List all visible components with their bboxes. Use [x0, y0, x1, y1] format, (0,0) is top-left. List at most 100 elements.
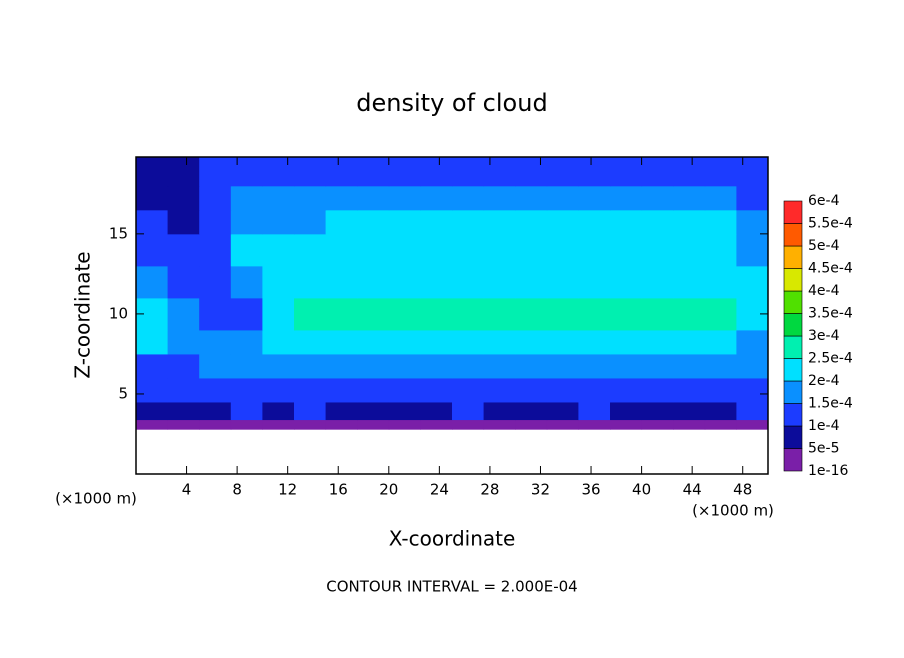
contour-cell	[325, 329, 358, 355]
contour-cell	[357, 185, 390, 211]
contour-cell	[515, 185, 548, 211]
contour-cell	[262, 377, 295, 403]
contour-cell	[483, 157, 516, 187]
contour-cell	[483, 233, 516, 267]
contour-cell	[199, 353, 232, 379]
colorbar-label: 5e-5	[808, 441, 839, 457]
contour-cell	[199, 401, 232, 421]
contour-cell	[388, 185, 421, 211]
contour-cell	[294, 419, 327, 430]
x-tick-label: 28	[480, 481, 499, 499]
x-unit: (×1000 m)	[692, 502, 774, 520]
contour-cell	[167, 157, 200, 187]
x-axis-label: X-coordinate	[389, 527, 516, 551]
contour-cell	[546, 157, 579, 187]
contour-cell	[578, 401, 611, 421]
contour-cell	[610, 419, 643, 430]
x-tick-label: 48	[733, 481, 752, 499]
contour-cell	[673, 401, 706, 421]
contour-cell	[420, 209, 453, 235]
contour-cell	[294, 353, 327, 379]
contour-cell	[452, 297, 485, 331]
contour-cell	[641, 265, 674, 299]
x-tick-label: 20	[379, 481, 398, 499]
contour-cell	[325, 233, 358, 267]
contour-cell	[483, 353, 516, 379]
contour-cell	[388, 157, 421, 187]
y-tick-label: 10	[109, 304, 128, 322]
contour-cell	[452, 377, 485, 403]
contour-cell	[199, 185, 232, 211]
contour-cell	[578, 419, 611, 430]
contour-cell	[420, 329, 453, 355]
contour-cell	[736, 157, 769, 187]
contour-cell	[515, 265, 548, 299]
contour-cell	[610, 233, 643, 267]
contour-cell	[136, 185, 169, 211]
contour-cell	[357, 419, 390, 430]
contour-cell	[515, 329, 548, 355]
contour-cell	[167, 419, 200, 430]
contour-cell	[262, 157, 295, 187]
contour-cell	[199, 233, 232, 267]
contour-cell	[704, 209, 737, 235]
contour-cell	[736, 185, 769, 211]
contour-cell	[262, 419, 295, 430]
contour-cell	[483, 185, 516, 211]
contour-cell	[199, 377, 232, 403]
contour-cell	[641, 297, 674, 331]
contour-cell	[199, 329, 232, 355]
contour-cell	[641, 233, 674, 267]
colorbar-label: 1e-16	[808, 463, 848, 479]
contour-cell	[167, 185, 200, 211]
y-tick-label: 5	[118, 384, 128, 402]
contour-cell	[136, 233, 169, 267]
contour-cell	[262, 185, 295, 211]
colorbar-box	[783, 448, 803, 472]
contour-cell	[230, 157, 263, 187]
contour-cell	[452, 209, 485, 235]
contour-cell	[515, 233, 548, 267]
contour-cell	[673, 185, 706, 211]
contour-cell	[546, 353, 579, 379]
x-tick-label: 4	[182, 481, 192, 499]
contour-cell	[483, 377, 516, 403]
colorbar-label: 1e-4	[808, 418, 840, 434]
colorbar-box	[783, 403, 803, 427]
colorbar-label: 4.5e-4	[808, 261, 853, 277]
contour-cell	[673, 233, 706, 267]
contour-cell	[515, 297, 548, 331]
contour-cell	[167, 401, 200, 421]
x-tick-label: 16	[329, 481, 348, 499]
contour-cell	[294, 329, 327, 355]
contour-cell	[546, 329, 579, 355]
contour-cell	[420, 297, 453, 331]
contour-cell	[294, 265, 327, 299]
contour-cell	[357, 297, 390, 331]
contour-cell	[388, 419, 421, 430]
contour-cell	[736, 353, 769, 379]
contour-cell	[262, 401, 295, 421]
contour-cell	[641, 353, 674, 379]
contour-cell	[262, 353, 295, 379]
plot-frame	[135, 156, 769, 475]
contour-cell	[420, 353, 453, 379]
contour-cell	[704, 185, 737, 211]
contour-cell	[673, 157, 706, 187]
contour-cell	[610, 297, 643, 331]
contour-cell	[230, 401, 263, 421]
contour-cell	[294, 209, 327, 235]
contour-cell	[262, 209, 295, 235]
contour-cell	[325, 419, 358, 430]
contour-cell	[483, 265, 516, 299]
contour-cell	[167, 233, 200, 267]
contour-cell	[167, 265, 200, 299]
contour-cell	[610, 265, 643, 299]
y-axis-label: Z-coordinate	[71, 251, 95, 378]
colorbar-box	[783, 358, 803, 382]
contour-cell	[388, 401, 421, 421]
contour-cell	[736, 265, 769, 299]
contour-cell	[294, 185, 327, 211]
contour-cell	[357, 157, 390, 187]
contour-cell	[610, 377, 643, 403]
